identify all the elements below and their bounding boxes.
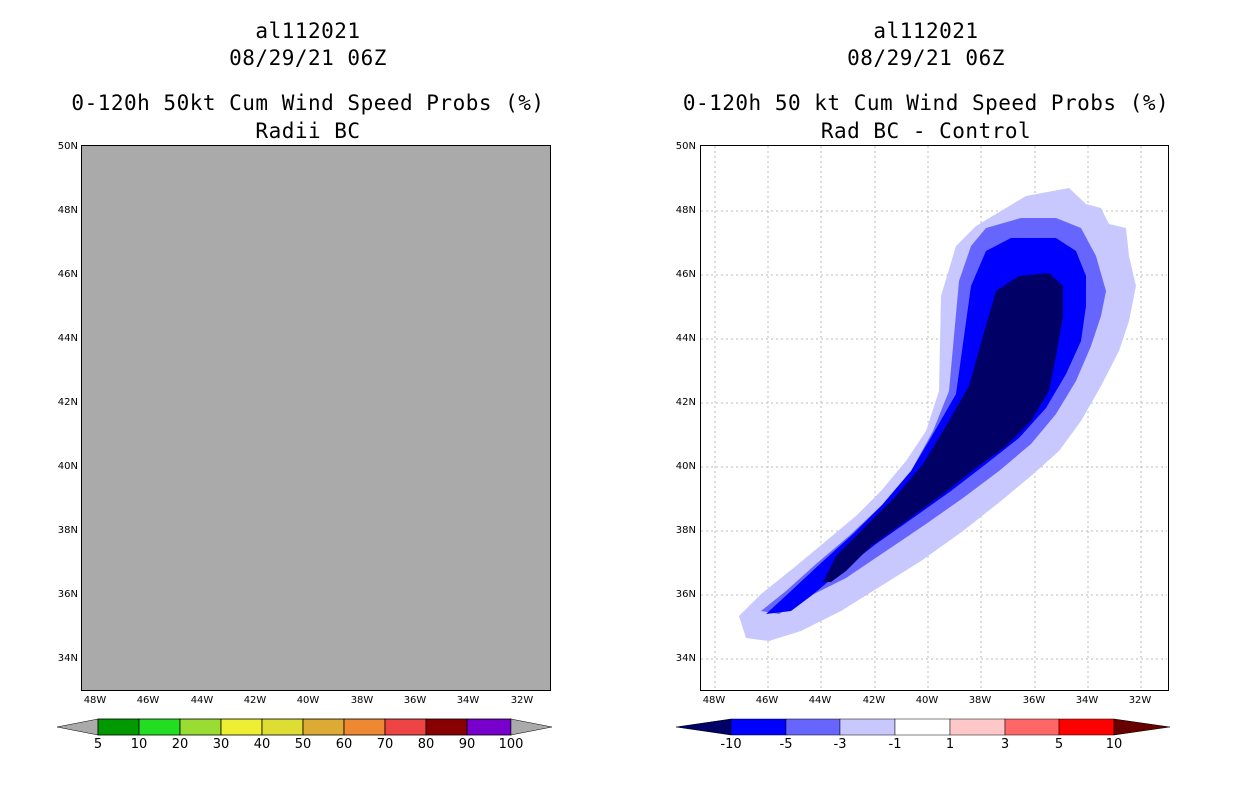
left-lat-label: 50N (57, 141, 78, 152)
left-lon-label: 40W (296, 695, 320, 706)
left-lat-label: 42N (57, 397, 78, 408)
left-title-product: 0-120h 50kt Cum Wind Speed Probs (%) (71, 91, 545, 115)
right-lon-label: 38W (968, 695, 992, 706)
right-title-date: 08/29/21 06Z (847, 46, 1005, 70)
left-colorbar-label: 60 (335, 737, 353, 752)
right-colorbar (675, 718, 1171, 736)
left-lon-label: 42W (243, 695, 267, 706)
left-lat-label: 36N (57, 589, 78, 600)
left-lat-label: 34N (57, 653, 78, 664)
left-lon-label: 48W (83, 695, 107, 706)
right-lon-label: 48W (702, 695, 726, 706)
left-colorbar-label: 30 (212, 737, 230, 752)
right-lat-label: 42N (675, 397, 696, 408)
left-colorbar-label: 80 (417, 737, 435, 752)
left-lon-label: 36W (403, 695, 427, 706)
left-colorbar-label: 20 (171, 737, 189, 752)
right-map-contours (701, 146, 1167, 689)
right-colorbar-boxes (730, 718, 1115, 736)
right-colorbar-label: 1 (945, 737, 955, 752)
left-title-date: 08/29/21 06Z (229, 46, 387, 70)
left-map-panel (81, 145, 551, 691)
left-colorbar-label: 50 (294, 737, 312, 752)
right-lon-label: 44W (808, 695, 832, 706)
contour-darkest (823, 273, 1063, 582)
right-colorbar-label: 3 (1000, 737, 1010, 752)
right-colorbar-label: 10 (1105, 737, 1123, 752)
right-lon-label: 42W (862, 695, 886, 706)
left-title-storm: al112021 (255, 19, 361, 43)
right-lat-label: 38N (675, 525, 696, 536)
right-lat-label: 48N (675, 205, 696, 216)
right-title-subtitle: Rad BC - Control (820, 119, 1032, 143)
right-colorbar-label: 5 (1054, 737, 1064, 752)
left-colorbar-label: 70 (376, 737, 394, 752)
left-lat-label: 48N (57, 205, 78, 216)
right-lon-label: 32W (1128, 695, 1152, 706)
left-lon-label: 44W (190, 695, 214, 706)
right-colorbar-label: -3 (833, 737, 847, 752)
right-lat-label: 34N (675, 653, 696, 664)
right-colorbar-label: -5 (779, 737, 793, 752)
right-lon-label: 46W (755, 695, 779, 706)
left-title-subtitle: Radii BC (255, 119, 361, 143)
left-colorbar-label: 90 (458, 737, 476, 752)
left-colorbar-label: 100 (498, 737, 524, 752)
right-lat-label: 40N (675, 461, 696, 472)
left-colorbar-label: 10 (130, 737, 148, 752)
left-lat-label: 40N (57, 461, 78, 472)
right-lon-label: 36W (1022, 695, 1046, 706)
right-lat-label: 36N (675, 589, 696, 600)
left-lat-label: 38N (57, 525, 78, 536)
left-lat-label: 44N (57, 333, 78, 344)
right-lat-label: 46N (675, 269, 696, 280)
left-lat-label: 46N (57, 269, 78, 280)
right-lon-label: 40W (915, 695, 939, 706)
left-lon-label: 34W (456, 695, 480, 706)
right-title-storm: al112021 (873, 19, 979, 43)
right-colorbar-low-arrow (675, 718, 732, 736)
left-lon-label: 38W (350, 695, 374, 706)
left-lon-label: 32W (510, 695, 534, 706)
right-colorbar-label: -1 (888, 737, 902, 752)
right-map-panel (700, 145, 1169, 691)
right-lat-label: 50N (675, 141, 696, 152)
left-lon-label: 46W (136, 695, 160, 706)
right-title-product: 0-120h 50 kt Cum Wind Speed Probs (%) (682, 91, 1170, 115)
left-colorbar-low-arrow (56, 718, 99, 736)
right-lon-label: 34W (1075, 695, 1099, 706)
left-colorbar-boxes (97, 718, 512, 736)
left-colorbar-label: 5 (93, 737, 103, 752)
right-colorbar-high-arrow (1113, 718, 1171, 736)
left-colorbar-label: 40 (253, 737, 271, 752)
right-lat-label: 44N (675, 333, 696, 344)
left-colorbar-high-arrow (510, 718, 553, 736)
left-colorbar (56, 718, 553, 736)
right-colorbar-label: -10 (720, 737, 742, 752)
